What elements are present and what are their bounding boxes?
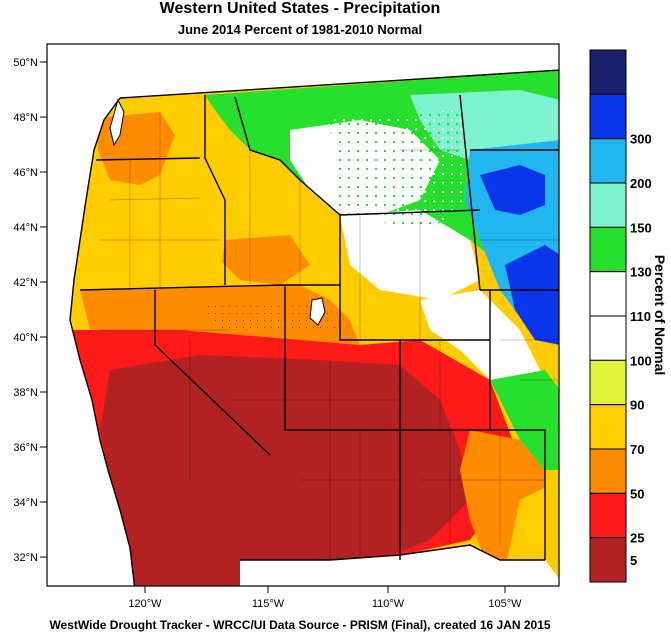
map-title: Western United States - Precipitation [159,0,441,17]
lat-axis: 50°N 48°N 46°N 44°N 42°N 40°N 38°N 36°N … [13,57,47,564]
lon-label: 105°W [488,598,522,610]
zone-sw-darkred [100,355,470,586]
legend-label: 150 [630,220,652,235]
lat-label: 48°N [13,112,38,124]
legend-label: 300 [630,132,652,147]
legend-label: 90 [630,398,644,413]
plot-frame [46,43,560,587]
lat-label: 38°N [13,387,38,399]
canada-mask [120,44,559,98]
border-or-ca-nv [79,284,286,291]
legend-swatch [589,138,627,184]
legend-label: 110 [630,309,651,324]
border-id-west [204,95,226,285]
puget-sound [109,98,125,147]
lat-label: 32°N [13,552,38,564]
mexico-border [240,544,545,561]
pacific-ocean [47,44,135,586]
legend-swatch [589,537,627,583]
border-mt-id [234,96,341,216]
border-ca-nv [154,290,271,456]
county-lines [100,112,559,560]
legend: 300 200 150 130 110 100 90 70 50 25 5 Percent of N… [589,49,668,583]
zone-dakota-blue [480,165,545,215]
lon-label: 120°W [128,598,162,610]
lat-label: 50°N [13,57,38,69]
borders [69,69,559,586]
zone-east-speckle [330,110,470,230]
legend-label: 5 [630,553,637,568]
map-subtitle: June 2014 Percent of 1981-2010 Normal [177,22,423,37]
zone-wyoming-white [340,210,480,300]
legend-label: 50 [630,486,644,501]
legend-title: Percent of Normal [652,255,668,376]
canada-border [119,69,559,99]
legend-label: 70 [630,442,644,457]
legend-swatch [589,226,627,273]
legend-labels: 300 200 150 130 110 100 90 70 50 25 5 [630,132,652,568]
map-footer: WestWide Drought Tracker - WRCC/UI Data … [49,618,551,632]
zone-nv-speckle [200,300,340,335]
mexico-mask [240,545,559,586]
lat-label: 46°N [13,167,38,179]
zone-idaho-orange [222,235,310,285]
lat-label: 36°N [13,442,38,454]
legend-label: 100 [630,353,652,368]
legend-label: 130 [630,265,652,280]
border-wa-or [95,157,201,161]
lon-label: 115°W [252,598,285,610]
legend-swatch [589,359,627,406]
legend-swatch [589,93,627,140]
great-salt-lake [309,297,326,326]
legend-swatch [589,404,627,450]
coastline [69,97,136,586]
lat-label: 44°N [13,222,38,234]
border-nm-tx [400,429,546,560]
legend-bar [589,49,627,583]
lat-label: 40°N [13,332,38,344]
lon-axis: 120°W 115°W 110°W 105°W [128,586,522,610]
border-mt-wy [339,209,481,216]
lat-label: 34°N [13,497,38,509]
legend-swatch [589,492,627,539]
legend-swatch [589,49,627,95]
legend-swatch [589,182,627,228]
legend-label: 200 [630,176,652,191]
legend-swatch [589,448,627,494]
lat-label: 42°N [13,277,38,289]
legend-label: 25 [630,531,644,546]
legend-swatch [589,315,627,361]
border-nd-sd [459,94,481,291]
legend-swatch [589,271,627,317]
lon-label: 110°W [372,598,405,610]
border-ut-az [284,285,400,431]
zone-nebraska-blue [505,245,559,345]
